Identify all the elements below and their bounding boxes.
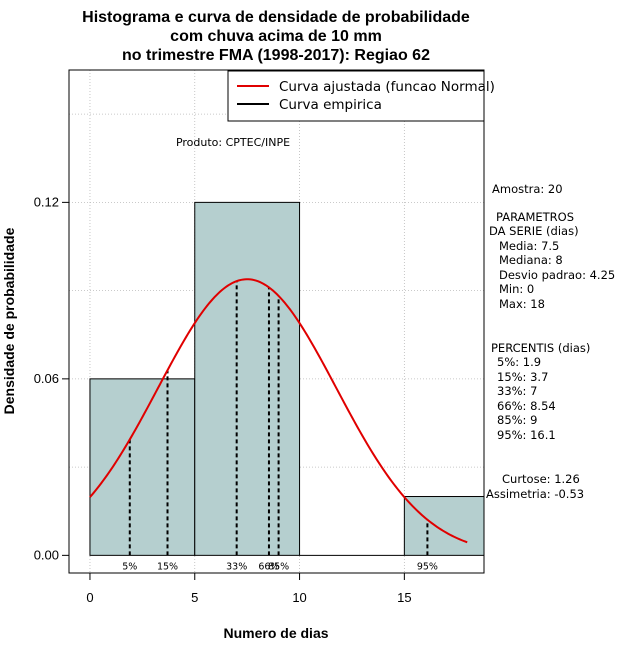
x-tick-label-1: 5 <box>191 590 198 605</box>
x-tick-label-3: 15 <box>397 590 411 605</box>
percentis-title: PERCENTIS (dias) <box>491 341 590 355</box>
stats-panel: Amostra: 20 PARAMETROS DA SERIE (dias) M… <box>486 182 615 501</box>
histogram-bar-3 <box>403 496 485 556</box>
chart-title-line-1: Histograma e curva de densidade de proba… <box>82 9 470 26</box>
percentil-85: 85%: 9 <box>497 413 537 427</box>
percentil-15: 15%: 3.7 <box>497 370 548 384</box>
x-axis-title: Numero de dias <box>223 625 328 641</box>
histogram-bars <box>89 201 485 556</box>
percentile-lines <box>128 281 429 556</box>
percentil-95: 95%: 16.1 <box>497 428 556 442</box>
params-title-2: DA SERIE (dias) <box>489 224 579 238</box>
percentil-33: 33%: 7 <box>497 384 537 398</box>
param-media: Media: 7.5 <box>499 239 559 253</box>
percentile-label-1: 15% <box>157 561 178 572</box>
normal-curve-group <box>89 278 468 544</box>
percentil-5: 5%: 1.9 <box>497 355 541 369</box>
percentile-label-4: 85% <box>268 561 289 572</box>
y-tick-label-1: 0.06 <box>34 371 59 386</box>
legend: Curva ajustada (funcao Normal) Curva emp… <box>227 70 495 122</box>
histogram-bar-1 <box>194 201 301 556</box>
y-axis-title: Densidade de probabilidade <box>1 227 17 414</box>
product-annotation: Produto: CPTEC/INPE <box>176 136 290 149</box>
legend-label-fitted: Curva ajustada (funcao Normal) <box>279 79 495 95</box>
x-tick-label-0: 0 <box>86 590 93 605</box>
curtose: Curtose: 1.26 <box>502 472 580 486</box>
params-title-1: PARAMETROS <box>496 210 574 224</box>
percentile-label-3: 66% <box>258 561 279 572</box>
normal-curve <box>89 278 468 544</box>
y-axis: 0.00 0.06 0.12 <box>34 194 69 562</box>
param-max: Max: 18 <box>499 297 545 311</box>
legend-label-empirical: Curva empirica <box>279 97 382 113</box>
percentile-label-0: 5% <box>122 561 137 572</box>
param-mediana: Mediana: 8 <box>499 253 563 267</box>
histogram-bar-0 <box>89 378 196 556</box>
percentile-label-2: 33% <box>226 561 247 572</box>
assimetria: Assimetria: -0.53 <box>486 487 584 501</box>
y-tick-label-0: 0.00 <box>34 547 59 562</box>
legend-box <box>227 70 485 122</box>
percentil-66: 66%: 8.54 <box>497 399 556 413</box>
param-min: Min: 0 <box>499 282 534 296</box>
x-tick-label-2: 10 <box>292 590 306 605</box>
percentile-labels: 5% 15% 33% 66%85% 95% <box>122 561 438 572</box>
chart-title-line-3: no trimestre FMA (1998-2017): Regiao 62 <box>122 47 430 64</box>
chart-title-line-2: com chuva acima de 10 mm <box>170 28 382 45</box>
percentile-label-5: 95% <box>417 561 438 572</box>
param-desvio: Desvio padrao: 4.25 <box>499 268 615 282</box>
y-tick-label-2: 0.12 <box>34 194 59 209</box>
sample-size: Amostra: 20 <box>492 182 563 196</box>
x-axis: 0 5 10 15 <box>86 572 412 605</box>
